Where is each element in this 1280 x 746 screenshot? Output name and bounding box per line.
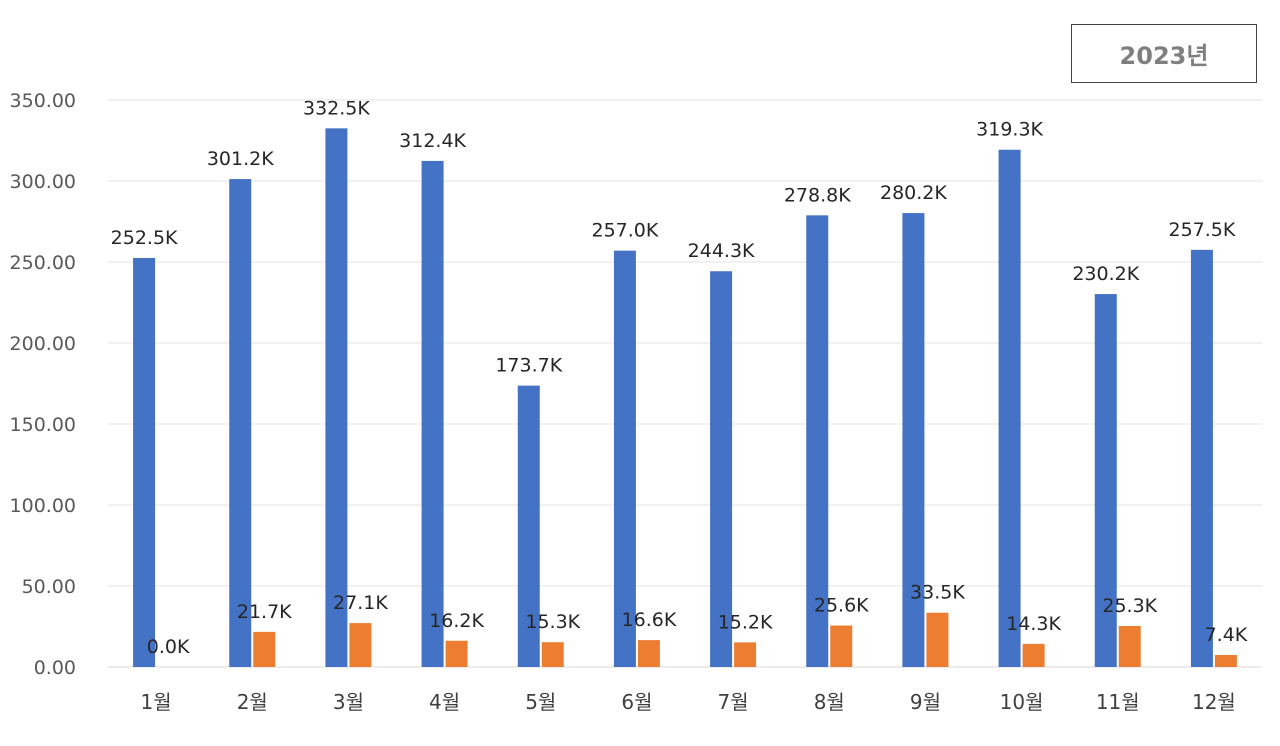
x-tick-label: 10월 xyxy=(1000,690,1044,714)
x-tick-label: 8월 xyxy=(814,690,845,714)
x-tick-label: 4월 xyxy=(429,690,460,714)
bar-series-1 xyxy=(325,128,348,668)
data-label: 278.8K xyxy=(784,184,851,206)
data-label: 280.2K xyxy=(880,182,947,204)
gridlines xyxy=(108,99,1262,668)
bar-series-1 xyxy=(806,215,829,667)
data-labels: 252.5K 0.0K 301.2K 21.7K 332.5K 27.1K 312.4K 16… xyxy=(111,97,1248,658)
bars xyxy=(133,128,1237,668)
data-label: 25.3K xyxy=(1102,595,1157,617)
y-axis: 0.00 50.00 100.00 150.00 200.00 250.00 300.00 3… xyxy=(10,90,76,679)
x-axis: 1월 2월 3월 4월 5월 6월 7월 8월 9월 10월 11월 12월 xyxy=(141,690,1236,714)
y-tick-label: 350.00 xyxy=(10,90,76,112)
bar-series-2 xyxy=(253,631,276,667)
y-tick-label: 300.00 xyxy=(10,171,76,193)
x-tick-label: 6월 xyxy=(621,690,652,714)
bar-series-2 xyxy=(734,642,757,667)
data-label: 21.7K xyxy=(237,601,292,623)
x-tick-label: 7월 xyxy=(718,690,749,714)
chart-title: 2023년 xyxy=(1071,24,1257,83)
bar-series-1 xyxy=(613,250,636,667)
y-tick-label: 250.00 xyxy=(10,252,76,274)
bar-series-1 xyxy=(710,271,733,667)
x-tick-label: 9월 xyxy=(910,690,941,714)
data-label: 14.3K xyxy=(1006,613,1061,635)
data-label: 230.2K xyxy=(1072,263,1139,285)
data-label: 173.7K xyxy=(495,355,562,377)
data-label: 16.6K xyxy=(622,609,677,631)
data-label: 252.5K xyxy=(111,227,178,249)
y-tick-label: 200.00 xyxy=(10,333,76,355)
data-label: 15.2K xyxy=(718,611,773,633)
bar-series-2 xyxy=(1118,626,1141,667)
x-tick-label: 11월 xyxy=(1096,690,1140,714)
data-label: 15.3K xyxy=(525,611,580,633)
y-tick-label: 0.00 xyxy=(34,657,76,679)
data-label: 27.1K xyxy=(333,592,388,614)
bar-series-1 xyxy=(1094,294,1117,667)
x-tick-label: 2월 xyxy=(237,690,268,714)
data-label: 301.2K xyxy=(207,148,274,170)
bar-series-2 xyxy=(349,623,372,667)
bar-series-2 xyxy=(541,642,564,667)
x-tick-label: 5월 xyxy=(525,690,556,714)
data-label: 16.2K xyxy=(429,610,484,632)
bar-series-1 xyxy=(902,213,925,668)
bar-series-2 xyxy=(830,625,853,667)
data-label: 25.6K xyxy=(814,595,869,617)
bar-series-1 xyxy=(998,149,1021,667)
data-label: 312.4K xyxy=(399,130,466,152)
data-label: 257.0K xyxy=(591,220,658,242)
bar-series-1 xyxy=(229,179,252,667)
data-label: 0.0K xyxy=(147,636,190,658)
y-tick-label: 150.00 xyxy=(10,414,76,436)
bar-series-2 xyxy=(1214,655,1237,667)
bar-series-1 xyxy=(517,385,540,667)
data-label: 7.4K xyxy=(1205,624,1248,646)
bar-series-2 xyxy=(445,640,468,667)
data-label: 319.3K xyxy=(976,119,1043,141)
bar-series-2 xyxy=(637,640,660,667)
x-tick-label: 3월 xyxy=(333,690,364,714)
data-label: 332.5K xyxy=(303,97,370,119)
bar-series-1 xyxy=(421,160,444,668)
bar-series-2 xyxy=(1022,643,1045,667)
data-label: 244.3K xyxy=(688,240,755,262)
y-tick-label: 100.00 xyxy=(10,495,76,517)
data-label: 33.5K xyxy=(910,582,965,604)
bar-series-1 xyxy=(1190,249,1213,667)
x-tick-label: 12월 xyxy=(1192,690,1236,714)
bar-series-1 xyxy=(133,257,156,667)
x-tick-label: 1월 xyxy=(141,690,172,714)
y-tick-label: 50.00 xyxy=(22,576,76,598)
bar-series-2 xyxy=(926,612,949,667)
data-label: 257.5K xyxy=(1168,219,1235,241)
